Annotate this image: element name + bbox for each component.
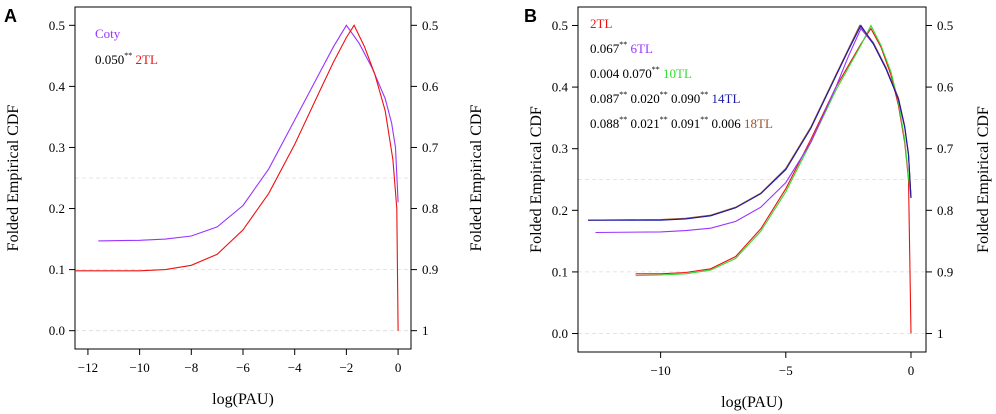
y-left-tick-label-a-1: 0.1 [49,262,65,277]
legend-item: 0.006 [708,116,741,131]
significance-mark: ** [700,90,708,99]
series-line-a-2tl [75,24,399,331]
legend-item: 2TL [590,16,612,31]
legend-item: 0.087 [590,91,620,106]
legend-item: 14TL [708,91,740,106]
legend-item: 0.050 [95,52,124,67]
significance-mark: ** [619,115,627,124]
legend-row-b-2: 0.004 0.070**​ 10TL [590,65,692,81]
legend-row-b-3: 0.087**​ 0.020**​ 0.090**​ 14TL [590,90,740,106]
legend-item: 6TL [627,41,653,56]
y-left-tick-label-b-3: 0.3 [552,141,568,156]
legend-row-b-0: 2TL [590,16,612,31]
significance-mark: ** [619,90,627,99]
y-left-tick-label-b-0: 0.0 [552,326,568,341]
significance-mark: ** [124,51,132,60]
x-tick-label-a-0: −12 [78,360,98,375]
x-axis-title-b: log(PAU) [721,394,783,411]
legend-item: 0.020 [627,91,660,106]
significance-mark: ** [660,115,668,124]
x-tick-label-a-2: −8 [184,360,198,375]
legend-item: 0.004 [590,66,620,81]
x-tick-label-a-1: −10 [129,360,149,375]
panel-b: B −10 −5 0 0.0 0.1 0.2 0.3 0.4 0.5 0.5 0.6 0.7 0.8 0.9… [524,6,992,411]
x-tick-label-a-3: −6 [236,360,250,375]
x-tick-label-a-5: −2 [339,360,353,375]
x-tick-label-a-4: −4 [288,360,302,375]
y-axis-title-right-b: Folded Empirical CDF [975,106,992,253]
legend-row-a-1: 0.050**​ 2TL [95,51,158,67]
x-axis-title-a: log(PAU) [212,391,274,408]
y-right-tick-label-b-0: 0.5 [937,18,953,33]
y-right-tick-label-a-3: 0.8 [422,201,438,216]
y-left-tick-label-a-0: 0.0 [49,323,65,338]
y-right-tick-label-b-3: 0.8 [937,203,953,218]
plot-frame-b [577,6,927,353]
x-tick-label-a-6: 0 [395,360,402,375]
y-left-tick-label-a-5: 0.5 [49,18,65,33]
legend-item: 0.091 [668,116,701,131]
y-axis-title-left-b: Folded Empirical CDF [528,106,545,253]
y-axis-title-left-a: Folded Empirical CDF [5,105,22,252]
significance-mark: ** [660,90,668,99]
y-right-tick-label-a-2: 0.7 [422,140,439,155]
legend-item: 2TL [132,52,158,67]
legend-item: 0.067 [590,41,620,56]
y-right-tick-label-a-1: 0.6 [422,79,439,94]
y-right-tick-label-b-1: 0.6 [937,80,954,95]
series-line-b-14tl [588,24,912,221]
legend-row-a-0: Coty [95,26,121,41]
legend-item: 0.070 [619,66,652,81]
y-right-tick-label-b-5: 1 [937,326,944,341]
legend-item: Coty [95,26,121,41]
x-tick-label-b-0: −10 [650,363,670,378]
y-left-tick-label-b-1: 0.1 [552,264,568,279]
y-right-tick-label-a-0: 0.5 [422,18,438,33]
panel-a: A −12 −10 −8 −6 −4 −2 0 0.0 0.1 0.2 0.3 0.4 0.5 0.5 0.6… [4,6,485,408]
y-left-tick-label-a-4: 0.4 [49,79,66,94]
y-left-tick-label-b-4: 0.4 [552,80,569,95]
y-right-tick-label-b-4: 0.9 [937,264,953,279]
panel-letter-a: A [4,6,17,26]
y-right-tick-label-a-5: 1 [422,323,429,338]
x-tick-label-b-2: 0 [908,363,915,378]
y-left-tick-label-a-2: 0.2 [49,201,65,216]
legend-item: 18TL [741,116,773,131]
significance-mark: ** [619,40,627,49]
series-line-b-10tl [635,24,912,277]
x-tick-label-b-1: −5 [779,363,793,378]
legend-row-b-1: 0.067**​ 6TL [590,40,653,56]
legend-item: 10TL [660,66,692,81]
y-left-tick-label-a-3: 0.3 [49,140,65,155]
panel-letter-b: B [524,6,537,26]
legend-item: 0.090 [668,91,701,106]
series-line-a-coty [98,24,399,242]
y-axis-title-right-a: Folded Empirical CDF [468,105,485,252]
y-left-tick-label-b-5: 0.5 [552,18,568,33]
y-right-tick-label-a-4: 0.9 [422,262,438,277]
legend-item: 0.021 [627,116,660,131]
legend-row-b-4: 0.088**​ 0.021**​ 0.091**​ 0.006 18TL [590,115,773,131]
y-right-tick-label-b-2: 0.7 [937,141,954,156]
significance-mark: ** [700,115,708,124]
significance-mark: ** [652,65,660,74]
legend-item: 0.088 [590,116,619,131]
y-left-tick-label-b-2: 0.2 [552,203,568,218]
